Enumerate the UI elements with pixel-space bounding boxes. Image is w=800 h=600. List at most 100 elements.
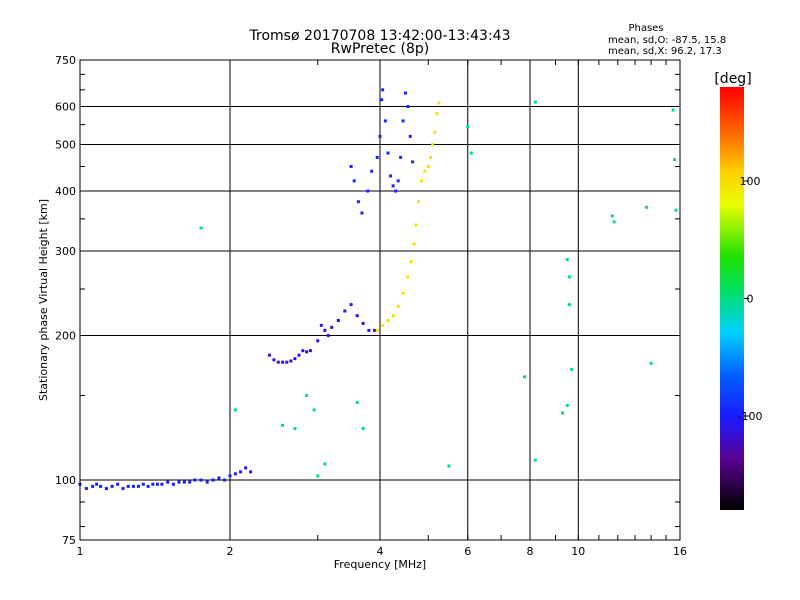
colorbar-label: [deg] xyxy=(714,71,751,87)
data-point xyxy=(336,318,340,322)
data-point xyxy=(205,480,209,484)
data-point xyxy=(401,119,405,123)
data-point xyxy=(360,211,364,215)
stats-line-x: mean, sd,X: 96.2, 17.3 xyxy=(608,46,722,57)
colorbar-tick-label: 100 xyxy=(740,175,761,188)
x-tick-label: 4 xyxy=(377,545,384,558)
data-point xyxy=(408,134,412,138)
data-point xyxy=(155,482,159,486)
data-point xyxy=(305,350,309,354)
y-axis-ticks: 75 100 200 300 400 500 600 750 xyxy=(55,54,680,547)
data-point xyxy=(523,375,527,379)
data-point xyxy=(380,98,384,102)
data-point xyxy=(355,401,359,405)
data-point xyxy=(406,275,410,279)
y-tick-label: 200 xyxy=(55,330,76,343)
colorbar-tick-label: -100 xyxy=(738,410,763,423)
data-point xyxy=(316,339,320,343)
data-point xyxy=(281,360,285,364)
data-point xyxy=(308,349,312,353)
data-point xyxy=(326,334,330,338)
data-point xyxy=(671,108,675,112)
data-point xyxy=(223,478,227,482)
data-point xyxy=(391,184,395,188)
data-point xyxy=(411,160,415,164)
data-point xyxy=(361,321,365,325)
data-point xyxy=(386,318,390,322)
data-point xyxy=(233,472,237,476)
y-tick-label: 75 xyxy=(62,534,76,547)
data-point xyxy=(177,480,181,484)
data-point xyxy=(104,487,108,491)
data-point xyxy=(244,466,248,470)
data-point xyxy=(361,427,365,431)
data-point xyxy=(386,151,390,155)
data-point xyxy=(91,484,95,488)
x-tick-label: 6 xyxy=(464,545,471,558)
data-point xyxy=(378,134,382,138)
data-point xyxy=(401,291,405,295)
x-tick-label: 8 xyxy=(527,545,534,558)
data-point xyxy=(151,482,155,486)
x-axis-ticks: 1 2 4 6 8 10 16 xyxy=(77,60,687,558)
data-point xyxy=(375,328,379,332)
data-point xyxy=(469,151,473,155)
data-point xyxy=(394,189,398,193)
data-point xyxy=(217,476,221,480)
data-point xyxy=(305,394,309,398)
data-point xyxy=(373,328,377,332)
data-point xyxy=(409,260,413,264)
y-axis-label: Stationary phase Virtual Height [km] xyxy=(37,199,50,401)
x-axis-label: Frequency [MHz] xyxy=(334,558,426,571)
data-point xyxy=(403,91,407,95)
data-point xyxy=(406,105,410,109)
data-point xyxy=(417,200,421,204)
data-point xyxy=(366,189,370,193)
colorbar-ticks: 100 0 -100 xyxy=(738,175,763,423)
data-point xyxy=(131,484,135,488)
data-point xyxy=(110,484,114,488)
data-point xyxy=(561,411,565,415)
x-tick-label: 2 xyxy=(227,545,234,558)
data-point xyxy=(199,226,203,230)
data-point xyxy=(644,205,648,209)
data-point xyxy=(293,427,297,431)
data-point xyxy=(330,325,334,329)
y-tick-label: 300 xyxy=(55,245,76,258)
data-point xyxy=(389,174,393,178)
data-point xyxy=(126,484,130,488)
data-point xyxy=(281,423,285,427)
data-point xyxy=(356,200,360,204)
data-point xyxy=(160,482,164,486)
data-point xyxy=(352,179,356,183)
data-point xyxy=(297,353,301,357)
data-point xyxy=(121,487,125,491)
data-point xyxy=(533,100,537,104)
chart-title: Tromsø 20170708 13:42:00-13:43:43 xyxy=(249,28,511,44)
data-point xyxy=(435,112,439,116)
data-point xyxy=(285,360,289,364)
data-point xyxy=(228,474,232,478)
data-point xyxy=(423,169,427,173)
data-point xyxy=(610,214,614,218)
data-point xyxy=(414,223,418,227)
data-point xyxy=(612,220,616,224)
data-point xyxy=(343,309,347,313)
y-tick-label: 600 xyxy=(55,101,76,114)
data-point xyxy=(674,208,678,212)
y-tick-label: 500 xyxy=(55,139,76,152)
data-point xyxy=(396,179,400,183)
data-point xyxy=(399,155,403,159)
data-point xyxy=(193,478,197,482)
data-point xyxy=(567,303,571,307)
data-point xyxy=(199,478,203,482)
grid xyxy=(80,60,680,540)
data-point xyxy=(412,242,416,246)
data-point xyxy=(166,480,170,484)
data-point xyxy=(188,480,192,484)
data-point xyxy=(84,487,88,491)
data-point xyxy=(323,328,327,332)
data-point xyxy=(370,169,374,173)
data-point xyxy=(437,101,441,105)
